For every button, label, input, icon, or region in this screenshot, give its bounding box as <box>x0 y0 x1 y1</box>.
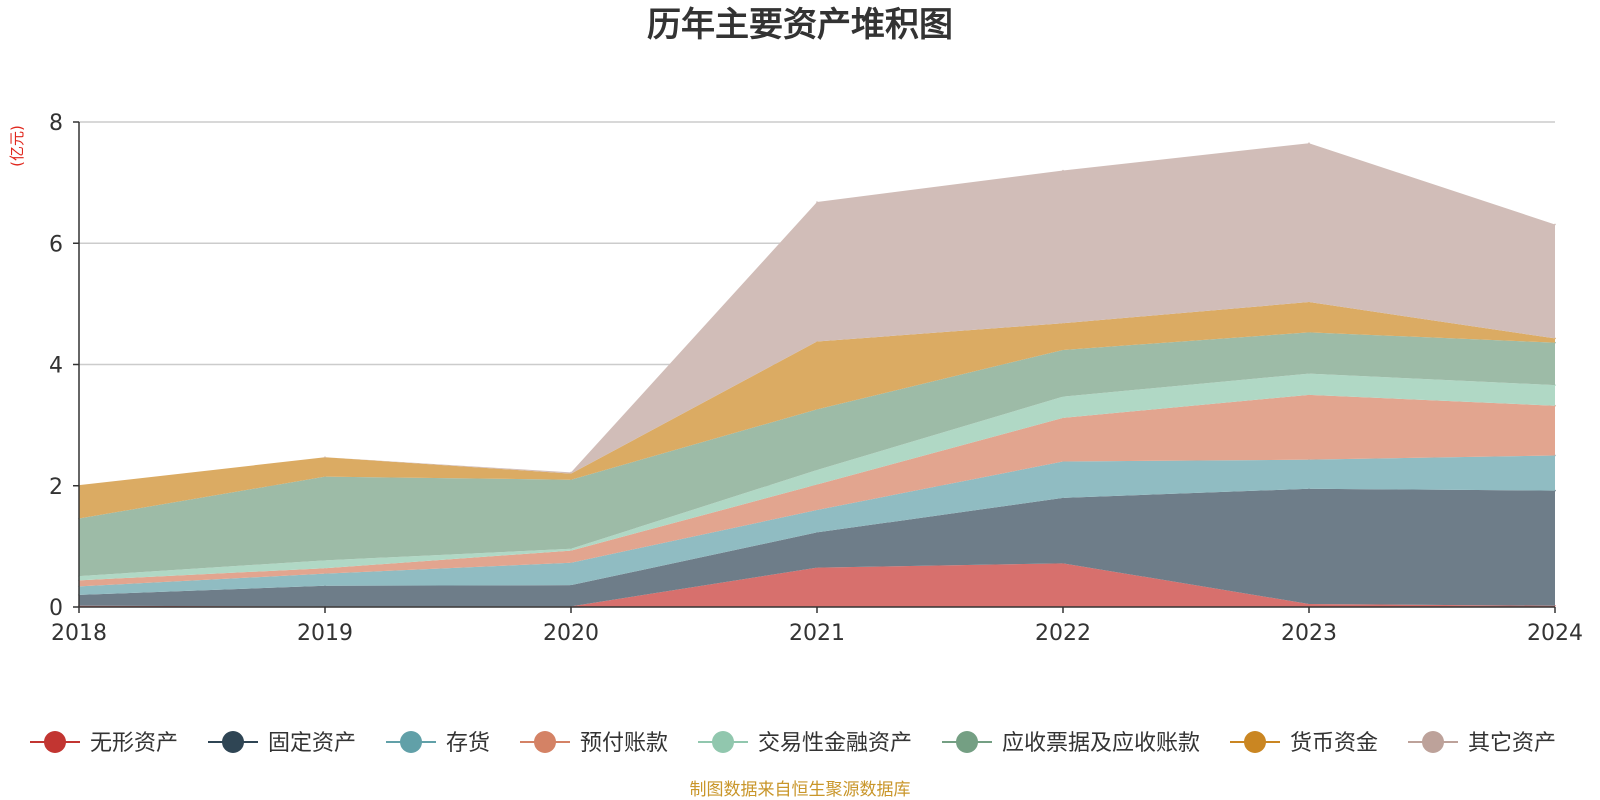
y-tick-label-8: 8 <box>49 111 63 136</box>
legend-item-5: 应收票据及应收账款 <box>942 731 1200 756</box>
x-tick-label-2020: 2020 <box>543 621 599 646</box>
data-point-s7-2021 <box>816 201 818 203</box>
legend-marker-1 <box>222 731 244 753</box>
x-tick-label-2018: 2018 <box>51 621 107 646</box>
legend-label-0: 无形资产 <box>90 731 178 756</box>
legend-label-5: 应收票据及应收账款 <box>1002 731 1200 756</box>
y-tick-label-2: 2 <box>49 475 63 500</box>
x-tick-label-2022: 2022 <box>1035 621 1091 646</box>
legend-label-6: 货币资金 <box>1290 731 1378 756</box>
x-tick-label-2019: 2019 <box>297 621 353 646</box>
legend: 无形资产 固定资产 存货 预付账款 交易性金融资产 应收票据及应收账款 货币资金 其它资产 <box>30 731 1556 756</box>
y-axis-unit-label: (亿元) <box>8 125 26 167</box>
y-tick-label-6: 6 <box>49 232 63 257</box>
area-series-1 <box>79 488 1555 607</box>
legend-marker-5 <box>956 731 978 753</box>
data-source-note: 制图数据来自恒生聚源数据库 <box>690 780 911 800</box>
legend-marker-3 <box>534 731 556 753</box>
chart-title: 历年主要资产堆积图 <box>647 5 953 45</box>
data-point-s7-2020 <box>570 471 572 474</box>
area-series-0 <box>79 563 1555 607</box>
area-series-group <box>78 142 1556 608</box>
legend-label-1: 固定资产 <box>268 731 356 756</box>
legend-marker-2 <box>400 731 422 753</box>
area-series-2 <box>79 455 1555 595</box>
legend-marker-0 <box>44 731 66 753</box>
legend-marker-7 <box>1422 731 1444 753</box>
legend-item-1: 固定资产 <box>208 731 356 756</box>
axes: 0 2 4 6 8 2018 2019 2020 2021 2022 2023 2024 <box>49 111 1583 646</box>
legend-item-4: 交易性金融资产 <box>698 731 912 756</box>
x-tick-label-2024: 2024 <box>1527 621 1583 646</box>
legend-item-6: 货币资金 <box>1230 731 1378 756</box>
area-series-7 <box>79 143 1555 486</box>
area-series-3 <box>79 394 1555 587</box>
x-tick-label-2023: 2023 <box>1281 621 1337 646</box>
area-series-6 <box>79 302 1555 519</box>
legend-item-2: 存货 <box>386 731 490 756</box>
legend-marker-6 <box>1244 731 1266 753</box>
x-tick-label-2021: 2021 <box>789 621 845 646</box>
area-series-4 <box>79 373 1555 581</box>
data-point-s7-2022 <box>1062 169 1064 172</box>
data-point-s7-2024 <box>1554 223 1556 226</box>
y-tick-label-4: 4 <box>49 354 63 379</box>
data-point-s7-2019 <box>324 456 326 459</box>
legend-label-7: 其它资产 <box>1468 731 1556 756</box>
legend-label-3: 预付账款 <box>580 731 668 756</box>
legend-item-3: 预付账款 <box>520 731 668 756</box>
area-series-5 <box>79 332 1555 577</box>
y-tick-label-0: 0 <box>49 596 63 621</box>
legend-label-2: 存货 <box>446 731 490 756</box>
data-point-s7-2023 <box>1308 142 1310 145</box>
legend-label-4: 交易性金融资产 <box>758 731 912 756</box>
legend-marker-4 <box>712 731 734 753</box>
legend-item-0: 无形资产 <box>30 731 178 756</box>
legend-item-7: 其它资产 <box>1408 731 1556 756</box>
